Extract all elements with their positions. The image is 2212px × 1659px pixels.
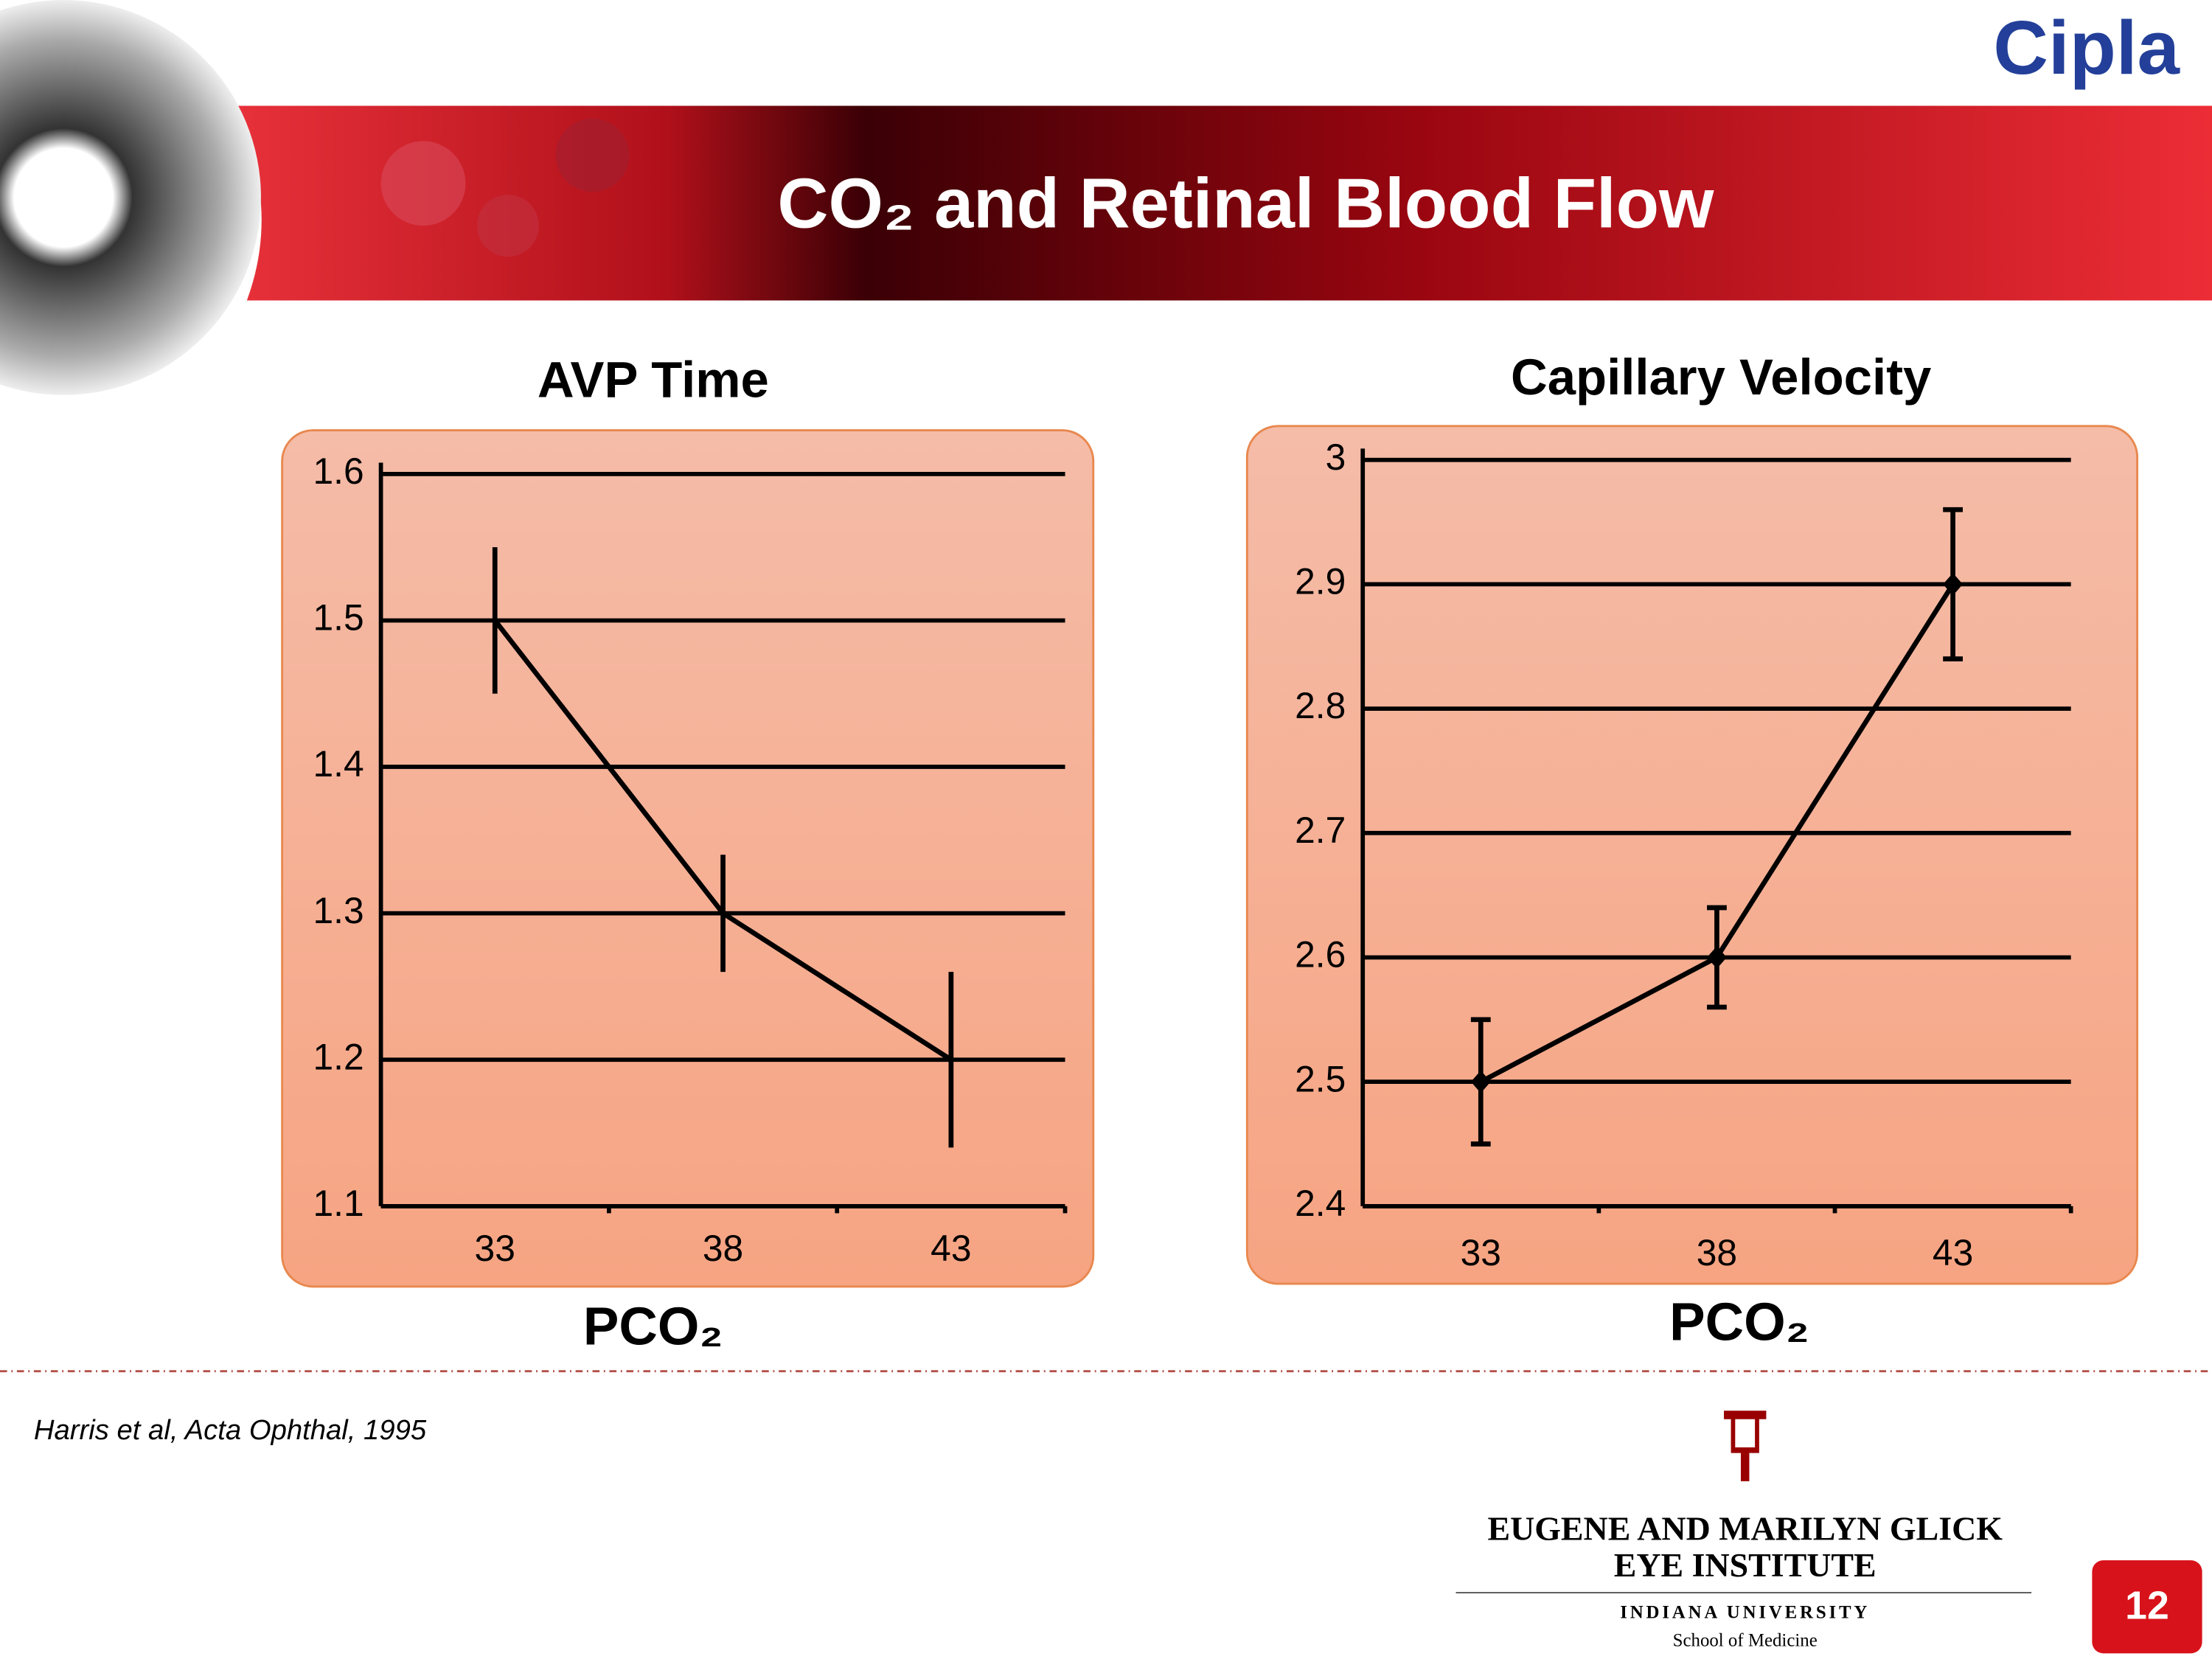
institute-name: EUGENE AND MARILYN GLICK — [1487, 1509, 2003, 1547]
x-axis-label: PCO₂ — [583, 1296, 723, 1356]
y-tick-label: 2.9 — [1295, 561, 1346, 602]
institute-name: EYE INSTITUTE — [1614, 1546, 1877, 1584]
y-tick-label: 2.6 — [1295, 934, 1346, 975]
x-tick-label: 43 — [931, 1228, 971, 1269]
page-number: 12 — [2125, 1584, 2169, 1627]
y-tick-label: 1.2 — [313, 1036, 364, 1077]
citation: Harris et al, Acta Ophthal, 1995 — [34, 1414, 427, 1446]
data-point — [1707, 946, 1727, 969]
x-tick-label: 33 — [475, 1228, 515, 1269]
blood-cell — [476, 195, 539, 257]
header-band — [232, 105, 2212, 301]
school: School of Medicine — [1673, 1631, 1818, 1651]
x-tick-label: 43 — [1933, 1232, 1973, 1273]
x-tick-label: 38 — [1697, 1232, 1737, 1273]
university: INDIANA UNIVERSITY — [1620, 1602, 1870, 1622]
chart-panel — [281, 429, 1095, 1288]
slide-title: CO₂ and Retinal Blood Flow — [777, 164, 1714, 243]
data-point — [1943, 573, 1963, 596]
eye-image — [0, 0, 261, 395]
y-tick-label: 2.5 — [1295, 1058, 1346, 1099]
blood-cell — [380, 141, 466, 226]
x-axis-label: PCO₂ — [1669, 1293, 1809, 1352]
y-tick-label: 1.6 — [313, 451, 364, 492]
y-tick-label: 2.8 — [1295, 685, 1346, 726]
x-tick-label: 38 — [703, 1228, 743, 1269]
y-tick-label: 1.3 — [313, 890, 364, 931]
chart-title: AVP Time — [538, 352, 769, 408]
data-point — [1470, 1070, 1491, 1093]
chart-title: Capillary Velocity — [1511, 349, 1931, 406]
page-badge — [2092, 1560, 2202, 1654]
iu-logo — [1724, 1411, 1767, 1481]
blood-cell — [555, 118, 630, 192]
y-tick-label: 3 — [1326, 437, 1346, 478]
y-tick-label: 2.7 — [1295, 810, 1346, 851]
y-tick-label: 1.4 — [313, 743, 364, 785]
chart-panel — [1245, 425, 2139, 1285]
x-tick-label: 33 — [1461, 1232, 1501, 1273]
logo: Cipla — [1993, 4, 2180, 90]
y-tick-label: 2.4 — [1295, 1183, 1346, 1224]
y-tick-label: 1.1 — [313, 1183, 364, 1224]
y-tick-label: 1.5 — [313, 597, 364, 639]
